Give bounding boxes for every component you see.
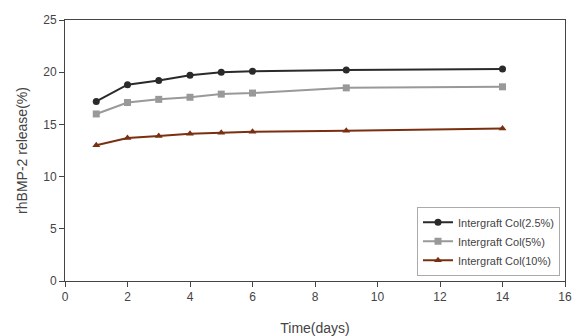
svg-text:0: 0	[62, 290, 69, 304]
svg-text:0: 0	[50, 274, 57, 288]
svg-text:Intergraft Col(5%): Intergraft Col(5%)	[458, 236, 545, 248]
svg-text:2: 2	[124, 290, 131, 304]
svg-text:8: 8	[312, 290, 319, 304]
svg-text:4: 4	[187, 290, 194, 304]
svg-text:10: 10	[43, 170, 57, 184]
svg-text:6: 6	[249, 290, 256, 304]
svg-text:15: 15	[43, 118, 57, 132]
svg-text:20: 20	[43, 65, 57, 79]
svg-text:Intergraft Col(10%): Intergraft Col(10%)	[458, 255, 551, 267]
svg-text:Time(days): Time(days)	[280, 320, 350, 336]
svg-text:12: 12	[433, 290, 447, 304]
svg-text:16: 16	[558, 290, 572, 304]
svg-text:10: 10	[371, 290, 385, 304]
svg-text:14: 14	[496, 290, 510, 304]
svg-text:rhBMP-2 release(%): rhBMP-2 release(%)	[14, 87, 30, 214]
svg-text:Intergraft Col(2.5%): Intergraft Col(2.5%)	[458, 217, 554, 229]
svg-text:5: 5	[50, 222, 57, 236]
svg-text:25: 25	[43, 13, 57, 27]
